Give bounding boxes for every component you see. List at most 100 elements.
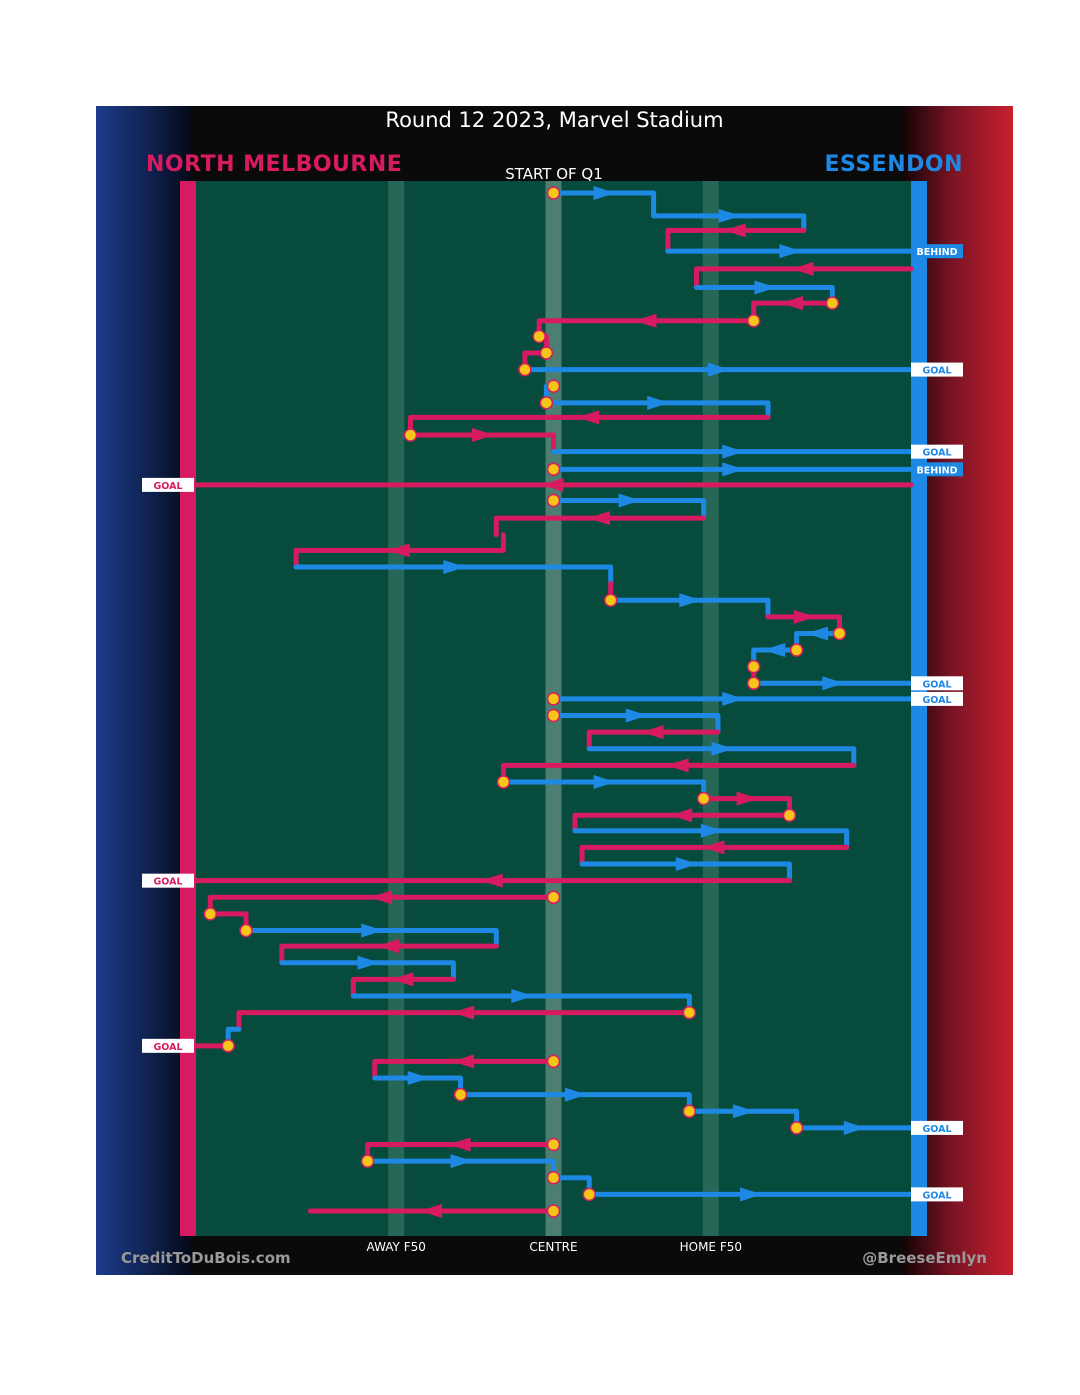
zone-band	[702, 181, 719, 1236]
north-melbourne-chain	[236, 1010, 692, 1032]
direction-arrow	[723, 223, 746, 238]
stoppage-marker	[539, 346, 554, 360]
stoppage-marker	[546, 379, 561, 393]
essendon-chain	[608, 597, 771, 620]
result-label-box	[911, 362, 963, 377]
possession-chains	[193, 186, 914, 1218]
result-label-box	[142, 873, 194, 888]
stoppage-marker	[682, 1005, 697, 1020]
direction-arrow	[541, 477, 564, 492]
stoppage-marker	[746, 676, 761, 691]
stoppage-markers	[203, 186, 847, 1218]
team-label-essendon: ESSENDON	[824, 152, 963, 177]
direction-arrow	[641, 725, 664, 740]
essendon-chain	[543, 400, 771, 420]
stoppage-marker	[789, 1121, 804, 1135]
direction-arrow	[618, 493, 641, 508]
stoppage-marker	[603, 593, 618, 607]
direction-arrow	[443, 559, 466, 574]
stoppage-marker	[782, 808, 797, 822]
essendon-chain	[243, 928, 499, 949]
axis-tick-label: AWAY F50	[367, 1240, 426, 1254]
stoppage-marker	[546, 1054, 561, 1069]
essendon-chain	[279, 960, 456, 982]
result-label: GOAL	[922, 1190, 951, 1201]
infographic-poster: Round 12 2023, Marvel Stadium NORTH MELB…	[96, 106, 1013, 1275]
direction-arrow	[472, 428, 494, 443]
stoppage-marker	[696, 791, 711, 806]
essendon-chain	[572, 828, 850, 850]
north-melbourne-chain	[579, 844, 850, 867]
result-label-box	[911, 244, 963, 259]
result-label-box	[911, 1187, 963, 1202]
direction-arrow	[843, 1120, 866, 1135]
stoppage-marker	[239, 923, 253, 938]
direction-arrow	[754, 280, 777, 295]
zone-band	[545, 181, 562, 1236]
direction-arrow	[722, 462, 745, 477]
stoppage-marker	[453, 1087, 468, 1102]
north-melbourne-chain	[586, 729, 721, 752]
direction-arrow	[452, 1054, 475, 1069]
north-melbourne-chain	[665, 227, 807, 254]
north-melbourne-side-gradient	[96, 106, 191, 1275]
stoppage-marker	[546, 1171, 561, 1185]
essendon-chain	[551, 713, 721, 735]
result-label: GOAL	[922, 695, 951, 706]
direction-arrow	[634, 313, 657, 328]
essendon-chain	[551, 190, 657, 219]
zone-band	[388, 181, 405, 1236]
period-label: START OF Q1	[505, 165, 603, 183]
direction-arrow	[391, 972, 414, 987]
result-label-box	[911, 444, 963, 459]
result-label: GOAL	[153, 481, 182, 492]
stoppage-marker	[746, 314, 761, 328]
stoppage-marker	[832, 626, 847, 641]
direction-arrow	[732, 1104, 755, 1119]
direction-arrow	[740, 1187, 763, 1202]
chart-title: Round 12 2023, Marvel Stadium	[385, 108, 724, 132]
direction-arrow	[779, 244, 802, 259]
direction-arrow	[781, 296, 804, 311]
result-label-box	[911, 1120, 963, 1135]
result-label-box	[142, 477, 194, 492]
stoppage-marker	[360, 1154, 375, 1168]
stoppage-marker	[582, 1187, 596, 1202]
direction-arrow	[450, 1154, 473, 1169]
essendon-chain	[551, 497, 707, 521]
direction-arrow	[387, 543, 410, 558]
direction-arrow	[369, 890, 392, 905]
stoppage-marker	[789, 643, 804, 657]
direction-arrow	[722, 444, 745, 459]
result-label: GOAL	[922, 679, 951, 690]
essendon-chain	[586, 746, 857, 768]
stoppage-marker	[546, 692, 561, 706]
direction-arrow	[647, 395, 670, 410]
direction-arrow	[700, 823, 723, 838]
direction-arrow	[707, 362, 730, 377]
north-melbourne-chain	[493, 515, 707, 538]
stoppage-marker	[496, 775, 511, 789]
direction-arrow	[593, 186, 616, 200]
direction-arrow	[480, 873, 503, 888]
direction-arrow	[718, 208, 741, 223]
north-melbourne-chain	[408, 432, 556, 455]
direction-arrow	[587, 511, 610, 526]
stoppage-marker	[825, 296, 840, 310]
team-label-north-melbourne: NORTH MELBOURNE	[146, 152, 403, 177]
direction-arrow	[675, 857, 698, 872]
north-melbourne-chain	[350, 976, 456, 999]
direction-arrow	[666, 758, 689, 773]
direction-arrow	[670, 808, 693, 823]
direction-arrow	[511, 988, 534, 1003]
direction-arrow	[793, 609, 816, 624]
north-melbourne-goal-line	[180, 181, 196, 1236]
essendon-goal-line	[911, 181, 927, 1236]
direction-arrow	[736, 791, 759, 806]
direction-arrow	[452, 1005, 475, 1020]
result-label: BEHIND	[916, 465, 957, 476]
direction-arrow	[377, 939, 400, 954]
direction-arrow	[806, 626, 829, 641]
stoppage-marker	[518, 362, 532, 377]
result-label: GOAL	[153, 1042, 182, 1053]
